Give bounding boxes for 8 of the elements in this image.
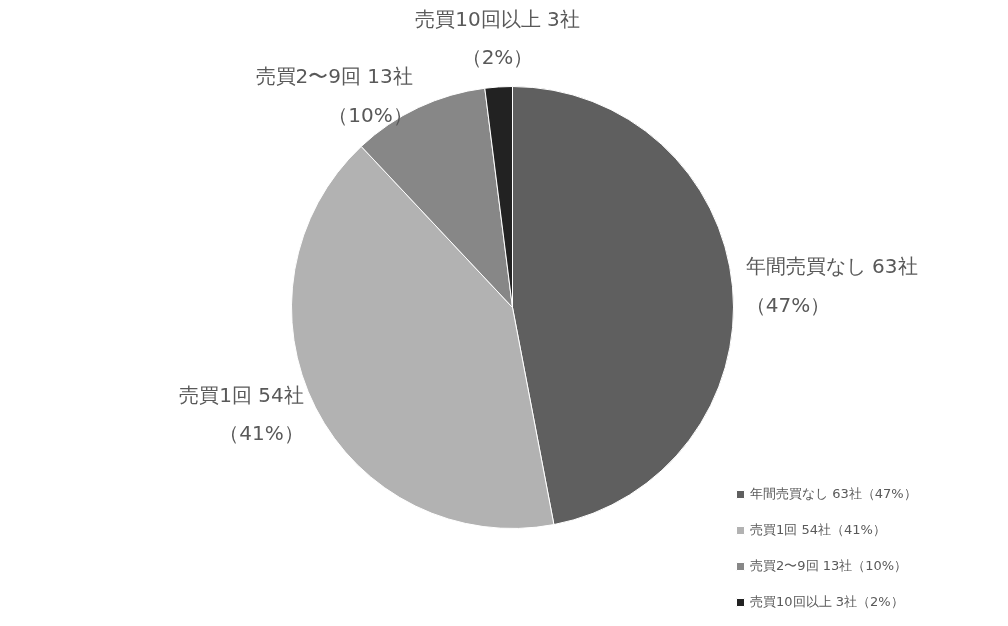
legend-label: 売買10回以上 3社（2%） [750,593,904,611]
legend-label: 売買2〜9回 13社（10%） [750,557,908,575]
slice-label: 売買10回以上 3社（2%） [415,6,580,70]
slice-label: 売買2〜9回 13社（10%） [255,64,413,127]
slice-label: 年間売買なし 63社（47%） [745,254,918,317]
slice-label: 売買1回 54社（41%） [179,382,304,446]
legend-label: 年間売買なし 63社（47%） [750,485,917,503]
legend-label: 売買1回 54社（41%） [750,521,886,539]
